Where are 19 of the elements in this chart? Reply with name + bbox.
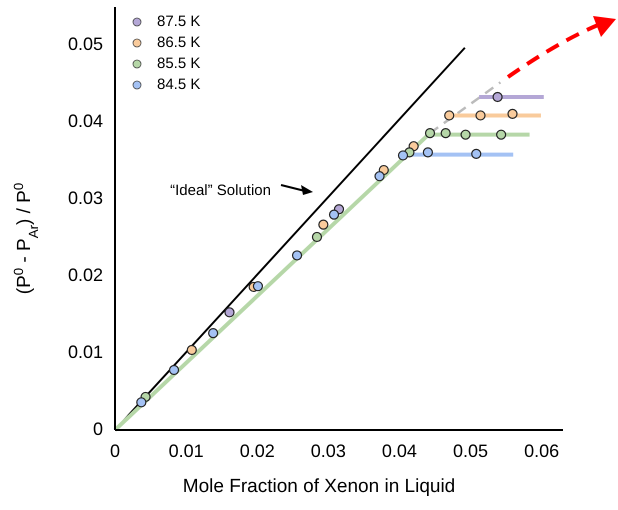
- annotation: “Ideal” Solution: [170, 182, 271, 199]
- legend-label: 87.5 K: [157, 12, 200, 30]
- x-tick-label: 0.02: [240, 441, 275, 461]
- y-tick-label: 0.02: [68, 264, 103, 285]
- x-tick-label: 0.01: [168, 441, 204, 461]
- x-tick-label: 0.03: [310, 441, 346, 461]
- y-tick-label: 0.04: [68, 111, 103, 132]
- x-tick-label: 0.04: [382, 441, 417, 461]
- legend-label: 85.5 K: [157, 54, 200, 72]
- x-tick-label: 0.05: [453, 441, 488, 461]
- y-tick-label: 0.05: [68, 34, 103, 54]
- legend-label: 86.5 K: [157, 34, 200, 51]
- x-tick-label: 0.06: [524, 441, 560, 461]
- y-tick-label: 0.03: [68, 188, 103, 208]
- y-tick-label: 0.01: [68, 342, 103, 362]
- y-tick-label: 0: [92, 418, 103, 439]
- x-axis-title: Mole Fraction of Xenon in Liquid: [182, 476, 456, 497]
- legend-label: 84.5 K: [157, 76, 200, 93]
- x-tick-label: 0: [110, 441, 120, 461]
